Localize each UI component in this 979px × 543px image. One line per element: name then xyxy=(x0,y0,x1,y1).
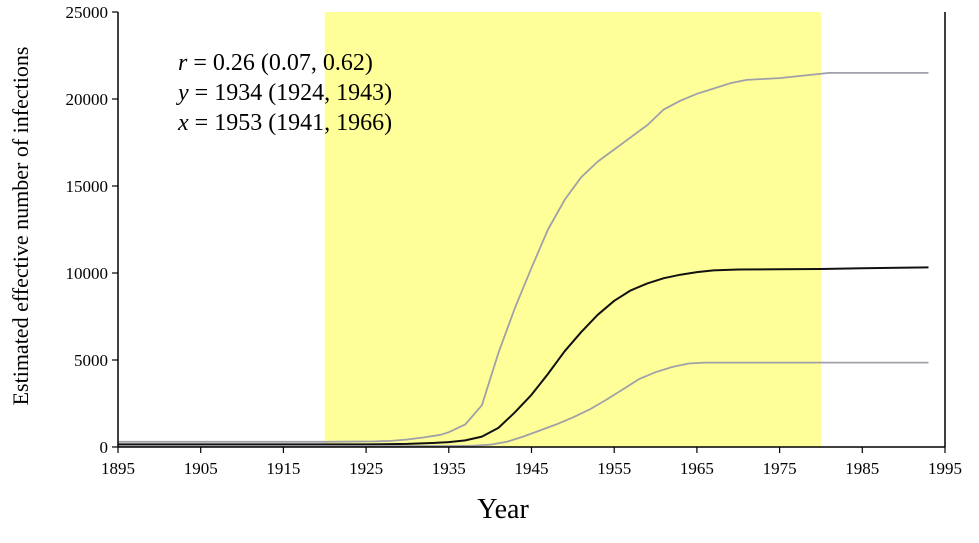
annotation-variable: r xyxy=(178,50,188,76)
x-tick-label: 1895 xyxy=(101,459,135,478)
series-layer xyxy=(118,72,929,447)
annotation-value: = 1953 (1941, 1966) xyxy=(189,110,393,136)
x-axis-title: Year xyxy=(477,494,529,525)
annotation-line: x = 1953 (1941, 1966) xyxy=(177,110,392,136)
x-tick-label: 1925 xyxy=(349,459,383,478)
series-line-upper xyxy=(118,72,929,443)
y-tick-label: 10000 xyxy=(66,264,109,283)
x-tick-label: 1995 xyxy=(928,459,962,478)
x-tick-label: 1985 xyxy=(845,459,879,478)
annotation-value: = 0.26 (0.07, 0.62) xyxy=(187,50,373,76)
y-tick-label: 5000 xyxy=(74,351,108,370)
annotation-variable: y xyxy=(176,80,189,106)
x-tick-label: 1935 xyxy=(432,459,466,478)
y-axis-title: Estimated effective number of infections xyxy=(8,47,33,406)
annotation-variable: x xyxy=(177,110,189,136)
x-tick-label: 1905 xyxy=(184,459,218,478)
annotation-block: r = 0.26 (0.07, 0.62) y = 1934 (1924, 194… xyxy=(176,50,392,136)
x-tick-label: 1915 xyxy=(266,459,300,478)
y-tick-label: 15000 xyxy=(66,177,109,196)
y-tick-label: 20000 xyxy=(66,90,109,109)
annotation-value: = 1934 (1924, 1943) xyxy=(189,80,393,106)
tick-layer: 0 5000 10000 15000 20000 25000 1895 1905 1915 192… xyxy=(66,3,963,478)
x-tick-label: 1965 xyxy=(680,459,714,478)
x-tick-label: 1955 xyxy=(597,459,631,478)
x-tick-label: 1945 xyxy=(515,459,549,478)
series-line-median xyxy=(118,266,929,446)
y-tick-label: 0 xyxy=(100,438,109,457)
annotation-line: y = 1934 (1924, 1943) xyxy=(176,80,392,106)
shaded-period xyxy=(324,12,821,447)
series-line-lower xyxy=(118,361,929,447)
annotation-line: r = 0.26 (0.07, 0.62) xyxy=(178,50,373,76)
y-tick-label: 25000 xyxy=(66,3,109,22)
x-tick-label: 1975 xyxy=(763,459,797,478)
